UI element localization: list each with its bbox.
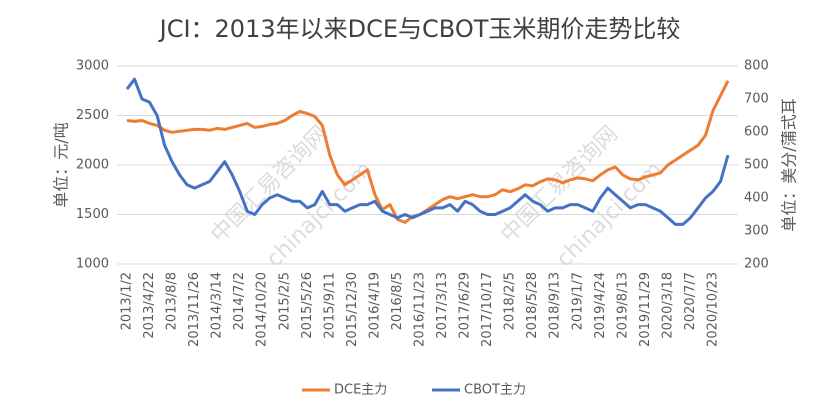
x-tick-label: 2020/7/7	[683, 272, 698, 330]
y-tick-label: 2500	[76, 108, 109, 123]
y2-tick-label: 600	[744, 125, 769, 140]
x-tick-label: 2019/8/13	[615, 272, 630, 339]
x-tick-label: 2013/8/8	[165, 272, 180, 330]
legend-label: DCE主力	[334, 383, 387, 398]
x-tick-label: 2013/11/26	[187, 272, 202, 347]
y-axis-label: 单位：元/吨	[52, 122, 71, 207]
x-tick-label: 2019/1/7	[570, 272, 585, 330]
y2-tick-label: 300	[744, 224, 769, 239]
y2-tick-label: 500	[744, 158, 769, 173]
x-tick-label: 2015/12/30	[345, 272, 360, 347]
y-tick-label: 3000	[76, 59, 109, 74]
x-tick-label: 2020/3/18	[660, 272, 675, 339]
x-tick-label: 2019/11/29	[638, 272, 653, 347]
x-tick-label: 2018/2/5	[503, 272, 518, 330]
y-tick-label: 1000	[76, 257, 109, 272]
legend-label: CBOT主力	[464, 383, 526, 398]
x-tick-label: 2017/10/17	[480, 272, 495, 347]
y2-axis-label: 单位：美分/蒲式耳	[780, 98, 799, 231]
x-tick-label: 2013/1/2	[120, 272, 135, 330]
x-tick-label: 2013/4/22	[142, 272, 157, 339]
y-tick-label: 1500	[76, 207, 109, 222]
x-tick-label: 2017/3/13	[435, 272, 450, 339]
x-tick-label: 2016/4/19	[367, 272, 382, 339]
chart-title: JCI：2013年以来DCE与CBOT玉米期价走势比较	[158, 15, 681, 43]
x-tick-label: 2018/5/28	[525, 272, 540, 339]
x-tick-label: 2016/8/5	[390, 272, 405, 330]
line-series	[125, 77, 730, 226]
x-tick-label: 2014/3/14	[210, 272, 225, 339]
y2-tick-label: 200	[744, 257, 769, 272]
y-tick-label: 2000	[76, 158, 109, 173]
x-tick-label: 2014/10/20	[255, 272, 270, 347]
x-tick-label: 2020/10/23	[705, 272, 720, 347]
x-tick-label: 2018/9/13	[548, 272, 563, 339]
x-tick-label: 2015/5/26	[300, 272, 315, 339]
y2-tick-label: 800	[744, 59, 769, 74]
x-tick-label: 2015/9/11	[322, 272, 337, 339]
x-tick-label: 2019/4/24	[593, 272, 608, 339]
y2-tick-label: 400	[744, 191, 769, 206]
x-tick-label: 2016/11/23	[412, 272, 427, 347]
y2-tick-label: 700	[744, 92, 769, 107]
x-tick-label: 2015/2/5	[277, 272, 292, 330]
x-tick-label: 2017/6/29	[458, 272, 473, 339]
x-tick-label: 2014/7/2	[232, 272, 247, 330]
